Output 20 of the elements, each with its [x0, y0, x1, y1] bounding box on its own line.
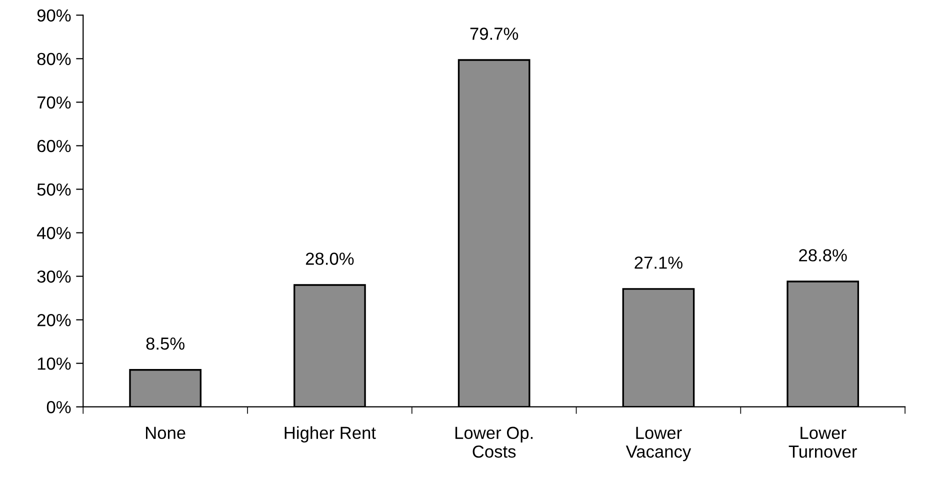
x-tick-label: Lower Op. Costs — [455, 426, 533, 458]
y-tick-label: 0% — [46, 401, 71, 414]
y-tick-label: 20% — [37, 314, 71, 326]
y-tick-label: 50% — [37, 183, 71, 196]
data-label: 27.1% — [634, 256, 682, 269]
y-tick-label: 90% — [37, 9, 71, 22]
y-tick-label: 80% — [37, 52, 71, 66]
data-label: 79.7% — [470, 28, 518, 40]
data-label: 8.5% — [146, 337, 184, 350]
y-tick-label: 60% — [37, 140, 71, 152]
data-label: 28.0% — [306, 252, 354, 265]
x-tick-label: Lower Turnover — [788, 426, 857, 458]
y-tick-label: 70% — [37, 96, 71, 109]
y-tick-label: 40% — [36, 226, 71, 240]
data-label: 28.8% — [799, 249, 847, 262]
x-tick-label: None — [146, 426, 186, 440]
x-tick-label: Lower Vacancy — [626, 426, 692, 462]
x-tick-label: Higher Rent — [284, 426, 376, 442]
y-tick-label: 30% — [37, 270, 71, 283]
y-tick-label: 10% — [38, 357, 71, 370]
